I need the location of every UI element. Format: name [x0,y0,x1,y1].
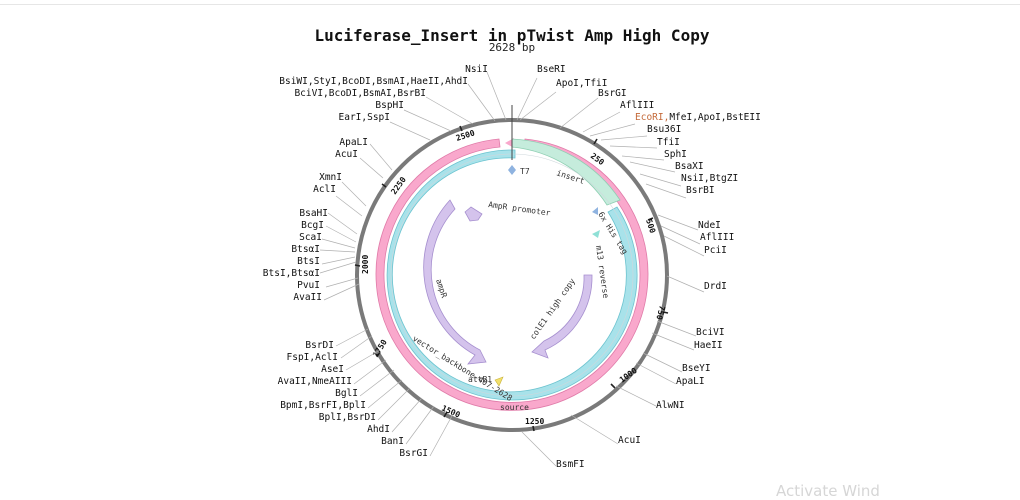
enzyme-label[interactable]: PvuI [297,280,320,291]
enzyme-label[interactable]: BsaXI [675,161,704,172]
enzyme-label[interactable]: BsaHI [299,208,328,219]
enzyme-label[interactable]: BplI,BsrDI [319,412,376,423]
enzyme-label[interactable]: FspI,AclI [287,352,338,363]
enzyme-label[interactable]: XmnI [319,172,342,183]
enzyme-label[interactable]: BtsI [297,256,320,267]
enzyme-label[interactable]: BsmFI [556,459,585,470]
enzyme-label[interactable]: ApoI,TfiI [556,78,607,89]
m13-marker[interactable] [592,230,600,238]
tick-label: 2000 [361,255,370,274]
enzyme-label[interactable]: NdeI [698,220,721,231]
ecori-label: EcoRI, [635,112,669,123]
enzyme-label[interactable]: AflIII [700,232,734,243]
his-tag-marker[interactable] [592,207,598,215]
enzyme-label[interactable]: NsiI,BtgZI [681,173,738,184]
enzyme-label[interactable]: AflIII [620,100,654,111]
enzyme-label[interactable]: AseI [321,364,344,375]
ecori-tail-label: MfeI,ApoI,BstEII [669,112,761,123]
enzyme-label[interactable]: HaeII [694,340,723,351]
enzyme-label[interactable]: BtsαI [291,244,320,255]
tick-label: 500 [644,218,657,235]
enzyme-label[interactable]: BanI [381,436,404,447]
enzyme-label[interactable]: BsrGI [598,88,627,99]
enzyme-label[interactable]: BciVI,BcoDI,BsmAI,BsrBI [294,88,426,99]
enzyme-label[interactable]: PciI [704,245,727,256]
enzyme-label[interactable]: Bsu36I [647,124,681,135]
enzyme-label[interactable]: BseRI [537,64,566,75]
enzyme-label[interactable]: BglI [335,388,358,399]
ampr-label: ampR [434,278,449,299]
enzyme-label[interactable]: BcgI [301,220,324,231]
enzyme-label[interactable]: ApaLI [676,376,705,387]
tick-marks [354,125,669,432]
source-label: source [500,403,529,412]
enzyme-label-ecori[interactable]: EcoRI,MfeI,ApoI,BstEII [635,112,761,123]
enzyme-label[interactable]: BtsI,BtsαI [263,268,320,279]
enzyme-label[interactable]: BsiWI,StyI,BcoDI,BsmAI,HaeII,AhdI [279,76,468,87]
sequence-length: 2628 bp [488,41,536,54]
enzyme-label[interactable]: DrdI [704,281,727,292]
ampr-promoter-feature[interactable] [464,206,483,222]
activation-watermark: Activate Wind [776,482,880,500]
enzyme-label[interactable]: BsrBI [686,185,715,196]
enzyme-label[interactable]: NsiI [465,64,488,75]
enzyme-leader-lines [319,71,705,467]
top-border [0,4,1020,5]
m13-label: m13 reverse [594,245,610,299]
vector-backbone-feature[interactable] [386,149,638,401]
enzyme-label[interactable]: BseYI [682,363,711,374]
t7-label: T7 [520,167,530,176]
enzyme-label[interactable]: BsrGI [399,448,428,459]
map-title: Luciferase_Insert in pTwist Amp High Cop… [314,26,710,45]
enzyme-label[interactable]: AlwNI [656,400,685,411]
enzyme-label[interactable]: BspHI [375,100,404,111]
enzyme-label[interactable]: ScaI [299,232,322,243]
enzyme-label[interactable]: AcuI [618,435,641,446]
t7-marker[interactable] [508,165,516,175]
enzyme-label[interactable]: TfiI [657,137,680,148]
enzyme-label[interactable]: AcuI [335,149,358,160]
enzyme-label[interactable]: SphI [664,149,687,160]
enzyme-label[interactable]: BciVI [696,327,725,338]
attb1-label: attB1 [468,375,492,384]
ampr-feature[interactable] [423,199,487,365]
tick-label: 750 [654,304,666,320]
enzyme-label[interactable]: AhdI [367,424,390,435]
enzyme-label[interactable]: AvaII [293,292,322,303]
enzyme-label[interactable]: ApaLI [339,137,368,148]
enzyme-label[interactable]: BpmI,BsrFI,BplI [280,400,366,411]
insert-feature[interactable] [511,138,621,206]
cole1-feature[interactable] [531,274,593,359]
enzyme-label[interactable]: AvaII,NmeAIII [278,376,352,387]
attb1-marker[interactable] [494,376,504,387]
enzyme-label[interactable]: EarI,SspI [339,112,390,123]
tick-label: 1250 [525,417,544,426]
amp-promoter-label: AmpR promoter [488,200,551,218]
enzyme-label[interactable]: AclI [313,184,336,195]
enzyme-label[interactable]: BsrDI [305,340,334,351]
